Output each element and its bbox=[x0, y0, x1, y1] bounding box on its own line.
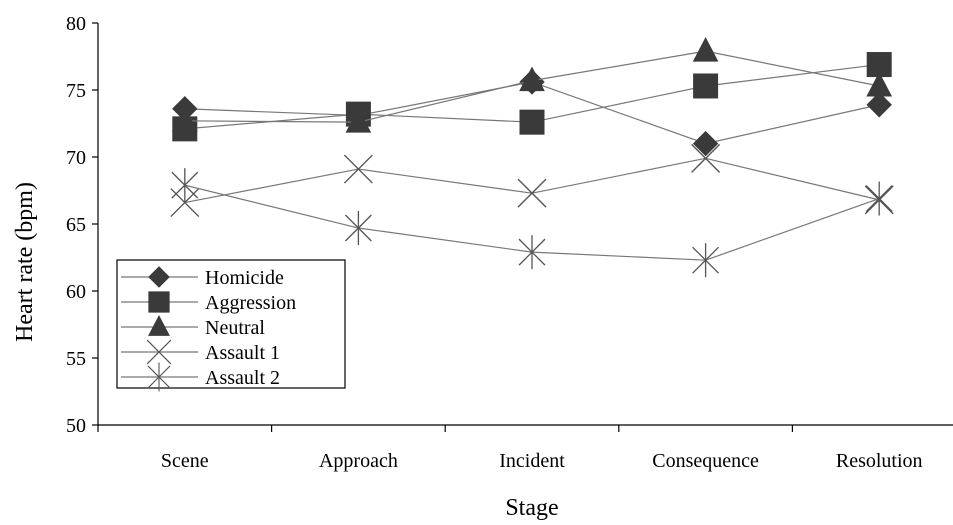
series-neutral bbox=[171, 37, 893, 133]
data-point bbox=[517, 178, 547, 208]
y-tick-label: 80 bbox=[66, 13, 86, 35]
y-tick-label: 55 bbox=[66, 348, 86, 370]
diamond-marker bbox=[866, 92, 892, 118]
data-point bbox=[519, 109, 545, 135]
x-tick-label: Incident bbox=[499, 450, 565, 472]
data-point bbox=[691, 143, 721, 173]
legend-label: Assault 2 bbox=[205, 367, 280, 389]
legend-marker bbox=[147, 362, 171, 392]
legend-marker bbox=[148, 315, 170, 336]
x-axis-title: Stage bbox=[505, 495, 558, 520]
y-tick-label: 65 bbox=[66, 214, 86, 236]
data-point bbox=[518, 235, 546, 270]
y-axis-title: Heart rate (bpm) bbox=[12, 182, 38, 342]
legend-label: Assault 1 bbox=[205, 342, 280, 364]
x-marker-stroke bbox=[343, 154, 373, 184]
legend-marker bbox=[148, 266, 170, 288]
x-marker-stroke bbox=[170, 188, 200, 218]
triangle-marker bbox=[866, 71, 893, 97]
square-marker bbox=[519, 109, 545, 135]
data-point bbox=[866, 92, 892, 118]
x-tick-label: Consequence bbox=[652, 450, 759, 472]
data-point bbox=[866, 71, 893, 97]
data-point bbox=[692, 130, 719, 157]
series-layer bbox=[170, 37, 894, 278]
data-point bbox=[692, 243, 720, 278]
diamond-marker bbox=[692, 130, 719, 157]
x-marker-stroke bbox=[146, 339, 172, 365]
legend-item: Neutral bbox=[121, 315, 265, 339]
y-tick-label: 75 bbox=[66, 80, 86, 102]
legend-item: Assault 2 bbox=[121, 362, 280, 392]
data-point bbox=[345, 108, 372, 133]
series-assault-2 bbox=[171, 168, 893, 278]
data-point bbox=[343, 154, 373, 184]
y-tick-label: 50 bbox=[66, 415, 86, 437]
legend: Homicide Aggression Neutral Assault 1 Assaul… bbox=[116, 259, 346, 392]
triangle-marker bbox=[345, 108, 372, 133]
data-point bbox=[170, 188, 200, 218]
series-line bbox=[184, 157, 880, 204]
series-aggression bbox=[172, 52, 892, 142]
x-marker-stroke bbox=[691, 143, 721, 173]
data-point bbox=[865, 181, 893, 216]
data-point bbox=[519, 66, 545, 92]
axes: 50 55 60 65 70 75 80 Scene Approach Incident Conse… bbox=[66, 13, 953, 472]
y-tick-label: 70 bbox=[66, 147, 86, 169]
square-marker bbox=[693, 73, 719, 99]
diamond-marker bbox=[148, 266, 170, 288]
triangle-marker bbox=[148, 315, 170, 336]
legend-label: Aggression bbox=[205, 292, 296, 314]
series-assault-1 bbox=[170, 143, 894, 218]
data-point bbox=[692, 37, 719, 62]
legend-marker bbox=[148, 291, 170, 313]
triangle-marker bbox=[171, 106, 198, 132]
legend-item: Aggression bbox=[121, 291, 296, 314]
square-marker bbox=[148, 291, 170, 313]
data-point bbox=[693, 73, 719, 99]
data-point bbox=[171, 168, 199, 203]
x-marker-stroke bbox=[517, 178, 547, 208]
y-tick-label: 60 bbox=[66, 281, 86, 303]
legend-item: Homicide bbox=[121, 266, 284, 289]
legend-item: Assault 1 bbox=[121, 339, 280, 365]
triangle-marker bbox=[692, 37, 719, 62]
data-point bbox=[344, 211, 372, 246]
x-tick-label: Resolution bbox=[836, 450, 923, 472]
x-tick-label: Approach bbox=[319, 450, 398, 472]
legend-label: Homicide bbox=[205, 267, 284, 289]
data-point bbox=[171, 106, 198, 132]
triangle-marker bbox=[519, 66, 545, 92]
x-tick-label: Scene bbox=[161, 450, 209, 472]
legend-marker bbox=[146, 339, 172, 365]
legend-label: Neutral bbox=[205, 317, 265, 339]
